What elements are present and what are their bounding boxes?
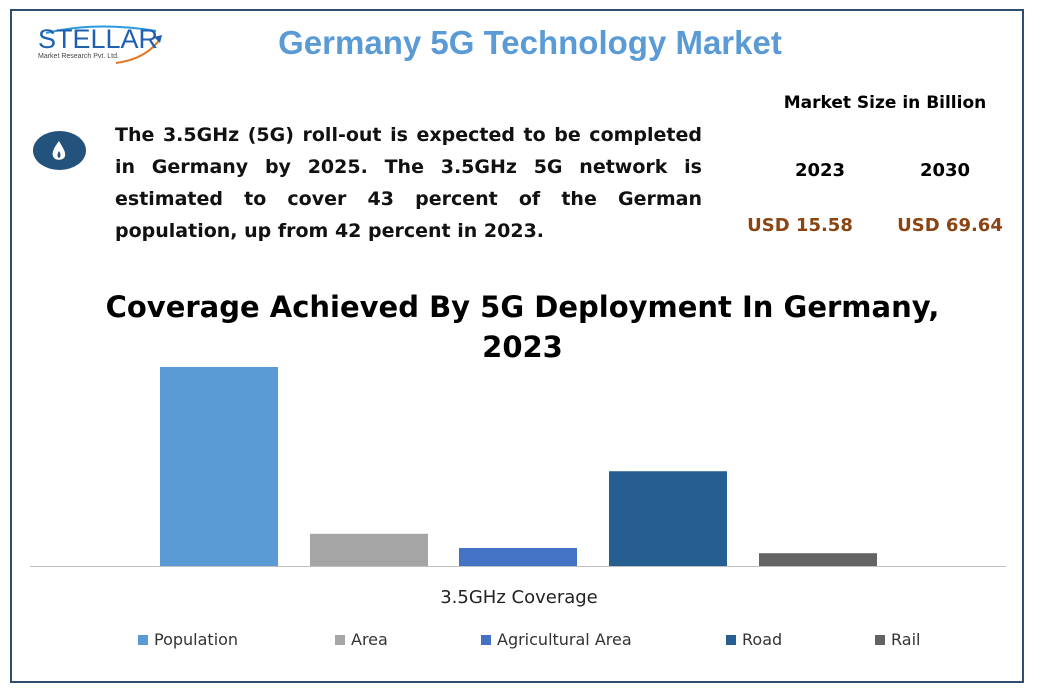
- value-2030: USD 69.64: [897, 215, 1003, 236]
- market-size-title: Market Size in Billion: [783, 93, 987, 113]
- legend-item: Road: [726, 630, 782, 649]
- legend-label: Rail: [891, 630, 921, 649]
- legend-swatch: [335, 634, 345, 645]
- description-text: The 3.5GHz (5G) roll-out is expected to …: [115, 124, 702, 242]
- flame-icon: [33, 131, 86, 170]
- page-title: Germany 5G Technology Market: [278, 24, 782, 61]
- value-2023: USD 15.58: [747, 215, 853, 236]
- legend-swatch: [875, 634, 885, 645]
- chart-title: Coverage Achieved By 5G Deployment In Ge…: [105, 290, 940, 364]
- year-2023: 2023: [794, 160, 846, 181]
- infographic-frame: [10, 9, 1024, 683]
- legend-item: Area: [335, 630, 388, 649]
- legend-swatch: [481, 634, 491, 645]
- logo-swoosh-icon: [45, 25, 162, 64]
- legend-label: Agricultural Area: [497, 630, 632, 649]
- legend-item: Population: [138, 630, 238, 649]
- legend-label: Area: [351, 630, 388, 649]
- legend-label: Road: [742, 630, 783, 649]
- legend-label: Population: [154, 630, 239, 649]
- legend-swatch: [138, 634, 148, 645]
- legend-item: Agricultural Area: [481, 630, 632, 649]
- legend-item: Rail: [875, 630, 920, 649]
- x-axis-label: 3.5GHz Coverage: [440, 587, 598, 608]
- year-2030: 2030: [919, 160, 971, 181]
- legend-swatch: [726, 634, 736, 645]
